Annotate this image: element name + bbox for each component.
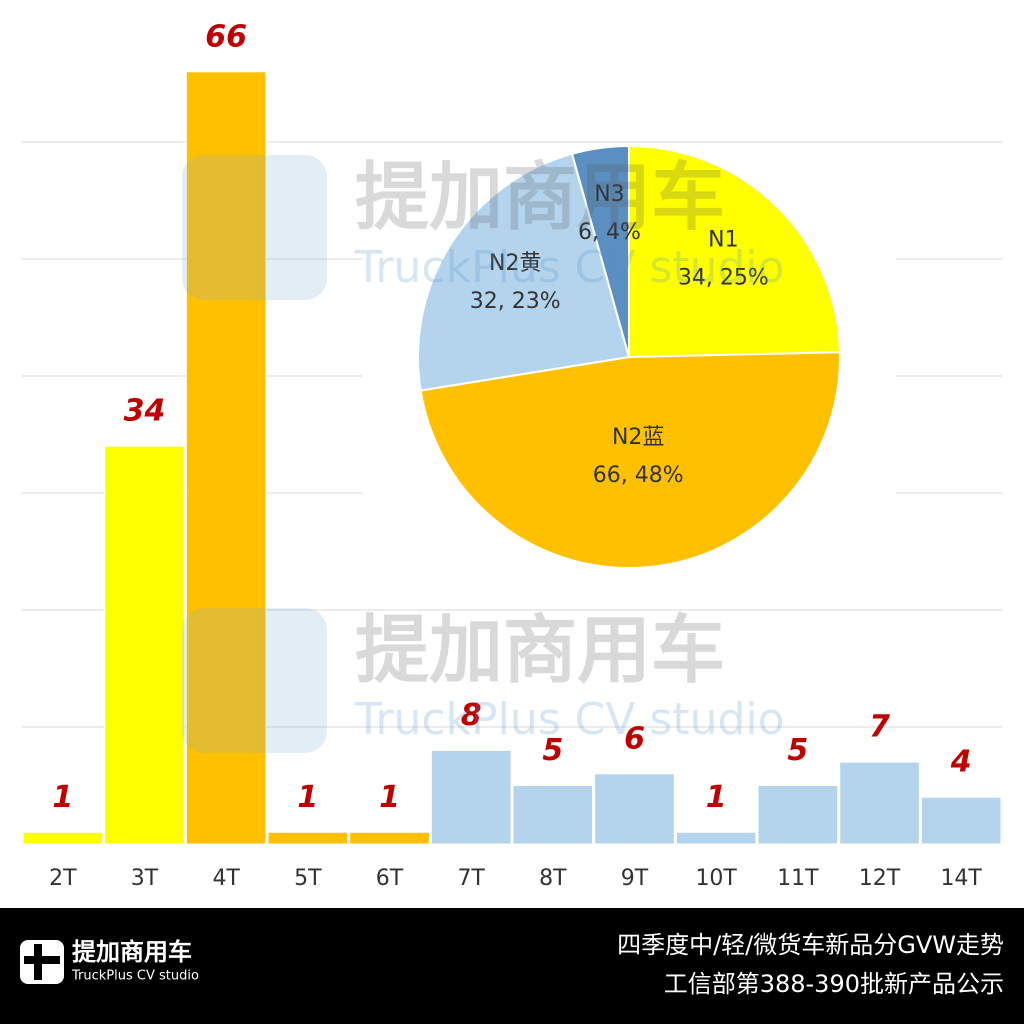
x-tick-label: 7T xyxy=(457,866,485,891)
watermark-cn: 提加商用车 xyxy=(355,608,725,694)
logo-icon xyxy=(24,956,60,964)
x-tick-label: 2T xyxy=(49,866,77,891)
bar xyxy=(839,761,920,845)
footer xyxy=(0,908,1024,1024)
watermark-en: TruckPlus CV studio xyxy=(354,242,785,293)
bar xyxy=(104,445,185,845)
data-label: 1 xyxy=(379,780,400,815)
x-tick-label: 8T xyxy=(539,866,567,891)
footer-line2: 工信部第388-390批新产品公示 xyxy=(664,970,1004,998)
data-label: 5 xyxy=(542,733,563,768)
pie-label-name: N2黄 xyxy=(489,251,541,276)
data-label: 1 xyxy=(297,780,318,815)
pie-slice xyxy=(419,351,841,569)
pie-slice xyxy=(570,144,630,358)
pie-label-name: N3 xyxy=(594,182,624,207)
pie-label-value: 32, 23% xyxy=(470,289,561,314)
data-label: 66 xyxy=(205,19,247,54)
data-label: 1 xyxy=(706,780,727,815)
watermark-cn: 提加商用车 xyxy=(355,155,725,241)
pie-label-value: 34, 25% xyxy=(678,265,769,290)
logo-en: TruckPlus CV studio xyxy=(71,969,199,984)
x-tick-label: 4T xyxy=(212,866,240,891)
bar xyxy=(512,785,594,845)
watermarks: 提加商用车 TruckPlus CV studio 提加商用车 TruckPlu… xyxy=(182,155,785,753)
footer-logo: 提加商用车 TruckPlus CV studio xyxy=(20,938,199,984)
x-tick-label: 5T xyxy=(294,866,322,891)
x-tick-label: 6T xyxy=(376,866,404,891)
x-tick-label: 11T xyxy=(777,866,819,891)
data-label: 5 xyxy=(787,733,808,768)
bar xyxy=(757,785,839,845)
x-tick-label: 10T xyxy=(695,866,737,891)
footer-line1: 四季度中/轻/微货车新品分GVW走势 xyxy=(617,931,1004,959)
x-tick-label: 9T xyxy=(621,866,649,891)
data-label: 7 xyxy=(869,710,890,745)
bar xyxy=(920,796,1002,845)
data-label: 34 xyxy=(124,394,166,429)
bar xyxy=(430,749,512,845)
x-tick-label: 14T xyxy=(940,866,982,891)
pie-label-name: N2蓝 xyxy=(612,425,664,450)
watermark-en: TruckPlus CV studio xyxy=(354,694,785,745)
bar-chart: 12T343T664T15T16T87T58T69T110T511T712T41… xyxy=(22,19,1002,891)
pie-label-value: 66, 48% xyxy=(593,463,684,488)
pie-slice xyxy=(417,152,631,392)
x-tick-label: 3T xyxy=(131,866,159,891)
logo-cn: 提加商用车 xyxy=(72,938,192,966)
data-label: 1 xyxy=(52,780,73,815)
watermark-logo xyxy=(182,155,327,300)
data-label: 6 xyxy=(624,721,645,756)
bar xyxy=(675,831,757,845)
pie-chart: N1 34, 25% N2蓝 66, 48% N2黄 32, 23% N3 6, 4% xyxy=(417,144,841,569)
pie-label-value: 6, 4% xyxy=(578,220,641,245)
bar xyxy=(267,831,349,845)
pie-slice xyxy=(628,144,841,359)
watermark-logo xyxy=(182,608,327,753)
bar xyxy=(185,71,267,845)
x-tick-label: 12T xyxy=(859,866,901,891)
bar xyxy=(594,773,675,845)
bar xyxy=(22,831,104,845)
data-label: 4 xyxy=(950,745,972,780)
data-label: 8 xyxy=(461,698,482,733)
bar xyxy=(349,831,430,845)
pie-label-name: N1 xyxy=(708,227,738,252)
